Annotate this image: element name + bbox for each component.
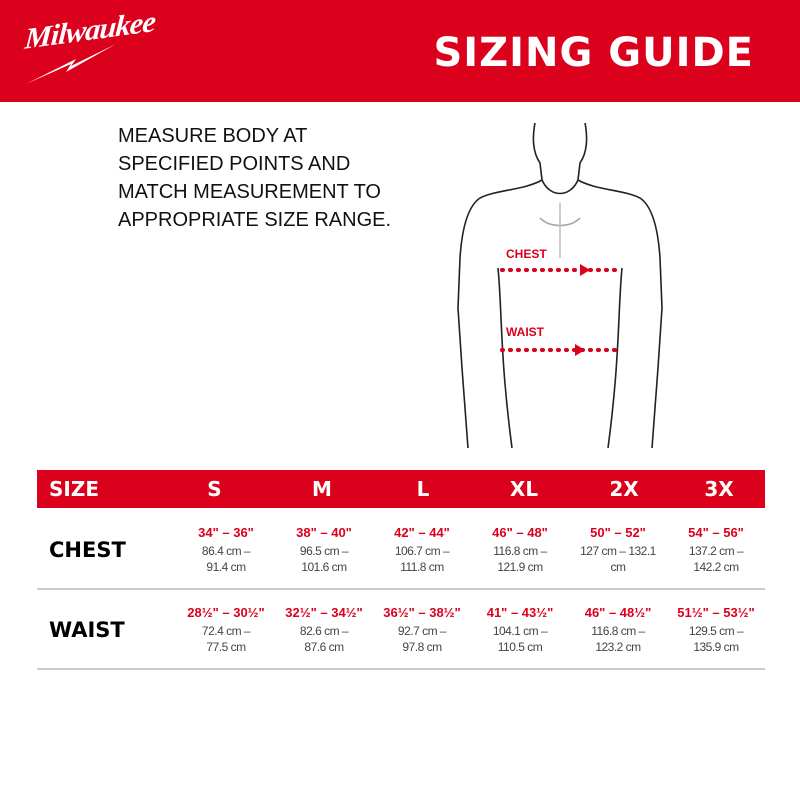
size-cell: 28½" – 30½" 72.4 cm – 77.5 cm [177, 605, 275, 655]
cm-range-line2: 77.5 cm [206, 640, 246, 654]
cm-range-line2: 110.5 cm [497, 640, 543, 654]
cm-range-line2: 142.2 cm [693, 560, 739, 574]
inches-range: 36½" – 38½" [383, 605, 461, 620]
inches-range: 28½" – 30½" [187, 605, 265, 620]
body-diagram: CHEST WAIST [440, 118, 680, 458]
size-cell: 46" – 48½" 116.8 cm – 123.2 cm [569, 605, 667, 655]
inches-range: 41" – 43½" [486, 605, 554, 620]
cm-range-line2: 101.6 cm [301, 560, 347, 574]
cm-range-line1: 106.7 cm – [394, 544, 450, 558]
row-divider [37, 668, 765, 670]
size-cell: 51½" – 53½" 129.5 cm – 135.9 cm [667, 605, 765, 655]
cm-range-line2: 91.4 cm [206, 560, 246, 574]
size-3x: 3X [704, 477, 734, 501]
size-2x: 2X [609, 477, 639, 501]
page-title: SIZING GUIDE [433, 30, 754, 76]
cm-range-line2: 135.9 cm [693, 640, 739, 654]
size-cell: 50" – 52" 127 cm – 132.1 cm [569, 525, 667, 575]
table-row: WAIST 28½" – 30½" 72.4 cm – 77.5 cm 32½"… [37, 594, 765, 666]
cm-range-line1: 82.6 cm – [299, 624, 349, 638]
waist-label: WAIST [506, 325, 545, 339]
size-cell: 41" – 43½" 104.1 cm – 110.5 cm [471, 605, 569, 655]
size-cell: 36½" – 38½" 92.7 cm – 97.8 cm [373, 605, 471, 655]
cm-range-line1: 72.4 cm – [201, 624, 251, 638]
cm-range-line1: 96.5 cm – [299, 544, 349, 558]
chest-label: CHEST [506, 247, 547, 261]
cm-range-line2: 121.9 cm [497, 560, 543, 574]
waist-arrow-icon [575, 344, 585, 356]
inches-range: 51½" – 53½" [677, 605, 755, 620]
row-divider [37, 588, 765, 590]
cm-range-line1: 129.5 cm – [688, 624, 744, 638]
size-cell: 46" – 48" 116.8 cm – 121.9 cm [471, 525, 569, 575]
cm-range-line1: 104.1 cm – [492, 624, 548, 638]
size-table-header: SIZE S M L XL 2X 3X [37, 470, 765, 508]
size-cell: 54" – 56" 137.2 cm – 142.2 cm [667, 525, 765, 575]
size-cell: 42" – 44" 106.7 cm – 111.8 cm [373, 525, 471, 575]
torso-illustration: CHEST WAIST [457, 122, 663, 449]
cm-range-line1: 116.8 cm – [591, 624, 645, 638]
size-cell: 38" – 40" 96.5 cm – 101.6 cm [275, 525, 373, 575]
cm-range-line2: 97.8 cm [402, 640, 442, 654]
inches-range: 34" – 36" [198, 525, 254, 540]
inches-range: 38" – 40" [296, 525, 352, 540]
size-s: S [207, 477, 222, 501]
table-row: CHEST 34" – 36" 86.4 cm – 91.4 cm 38" – … [37, 514, 765, 586]
cm-range-line2: 123.2 cm [595, 640, 641, 654]
cm-range-line1: 127 cm – 132.1 [580, 544, 656, 558]
row-label: CHEST [49, 538, 126, 562]
inches-range: 50" – 52" [590, 525, 646, 540]
chest-arrow-icon [580, 264, 590, 276]
inches-range: 32½" – 34½" [285, 605, 363, 620]
instructions-text: MEASURE BODY AT SPECIFIED POINTS AND MAT… [118, 125, 392, 231]
inches-range: 42" – 44" [394, 525, 450, 540]
size-l: L [416, 477, 430, 501]
cm-range-line2: 87.6 cm [304, 640, 344, 654]
header-banner: Milwaukee SIZING GUIDE [0, 0, 800, 102]
size-cell: 32½" – 34½" 82.6 cm – 87.6 cm [275, 605, 373, 655]
cm-range-line1: 86.4 cm – [201, 544, 251, 558]
inches-range: 54" – 56" [688, 525, 744, 540]
milwaukee-logo [26, 44, 116, 84]
size-xl: XL [509, 477, 539, 501]
size-cell: 34" – 36" 86.4 cm – 91.4 cm [177, 525, 275, 575]
cm-range-line1: 92.7 cm – [397, 624, 447, 638]
cm-range-line2: cm [610, 560, 627, 574]
row-label: WAIST [49, 618, 125, 642]
inches-range: 46" – 48½" [584, 605, 652, 620]
size-m: M [312, 477, 332, 501]
size-header: SIZE [49, 477, 100, 501]
cm-range-line1: 137.2 cm – [688, 544, 744, 558]
cm-range-line2: 111.8 cm [400, 560, 444, 574]
inches-range: 46" – 48" [492, 525, 548, 540]
cm-range-line1: 116.8 cm – [493, 544, 547, 558]
